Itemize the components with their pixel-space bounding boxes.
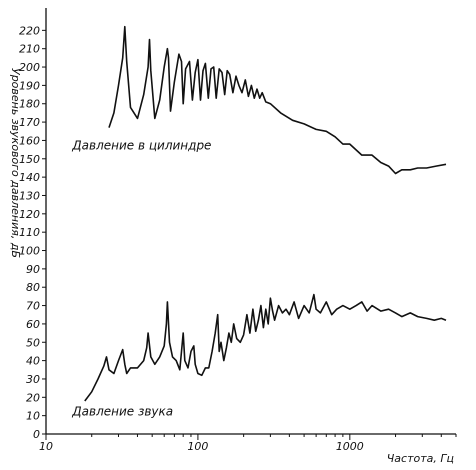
y-tick-label: 220 xyxy=(19,24,40,37)
y-tick-label: 20 xyxy=(26,391,40,404)
y-tick-label: 10 xyxy=(26,410,40,423)
series-line-cylinder-pressure xyxy=(108,25,447,175)
y-tick-label: 60 xyxy=(26,318,40,331)
x-tick-label: 100 xyxy=(187,440,208,453)
y-tick-label: 200 xyxy=(19,61,40,74)
series-layer xyxy=(84,25,447,402)
annotation-sound-pressure: Давление звука xyxy=(71,405,173,419)
y-tick-label: 90 xyxy=(26,263,40,276)
y-tick-label: 40 xyxy=(26,355,40,368)
y-tick-label: 110 xyxy=(19,226,40,239)
y-tick-label: 180 xyxy=(19,98,40,111)
y-tick-label: 80 xyxy=(26,281,40,294)
y-tick-label: 120 xyxy=(19,208,40,221)
y-tick-label: 160 xyxy=(19,134,40,147)
x-tick-label: 1000 xyxy=(336,440,364,453)
axes: 0102030405060708090100110120130140150160… xyxy=(19,8,457,453)
y-tick-label: 50 xyxy=(26,336,40,349)
y-tick-label: 0 xyxy=(33,428,40,441)
y-tick-label: 170 xyxy=(19,116,40,129)
y-axis-title: Уровень звукового давления, дБ xyxy=(9,68,22,258)
x-axis-title: Частота, Гц xyxy=(387,452,454,465)
y-tick-label: 150 xyxy=(19,153,40,166)
y-tick-label: 210 xyxy=(19,43,40,56)
series-line-sound-pressure xyxy=(84,293,447,402)
y-tick-label: 100 xyxy=(19,245,40,258)
y-tick-label: 190 xyxy=(19,79,40,92)
annotation-cylinder-pressure: Давление в цилиндре xyxy=(71,139,211,153)
y-tick-label: 30 xyxy=(26,373,40,386)
y-tick-label: 140 xyxy=(19,171,40,184)
y-tick-label: 70 xyxy=(26,300,40,313)
y-tick-label: 130 xyxy=(19,189,40,202)
x-tick-label: 10 xyxy=(39,440,53,453)
